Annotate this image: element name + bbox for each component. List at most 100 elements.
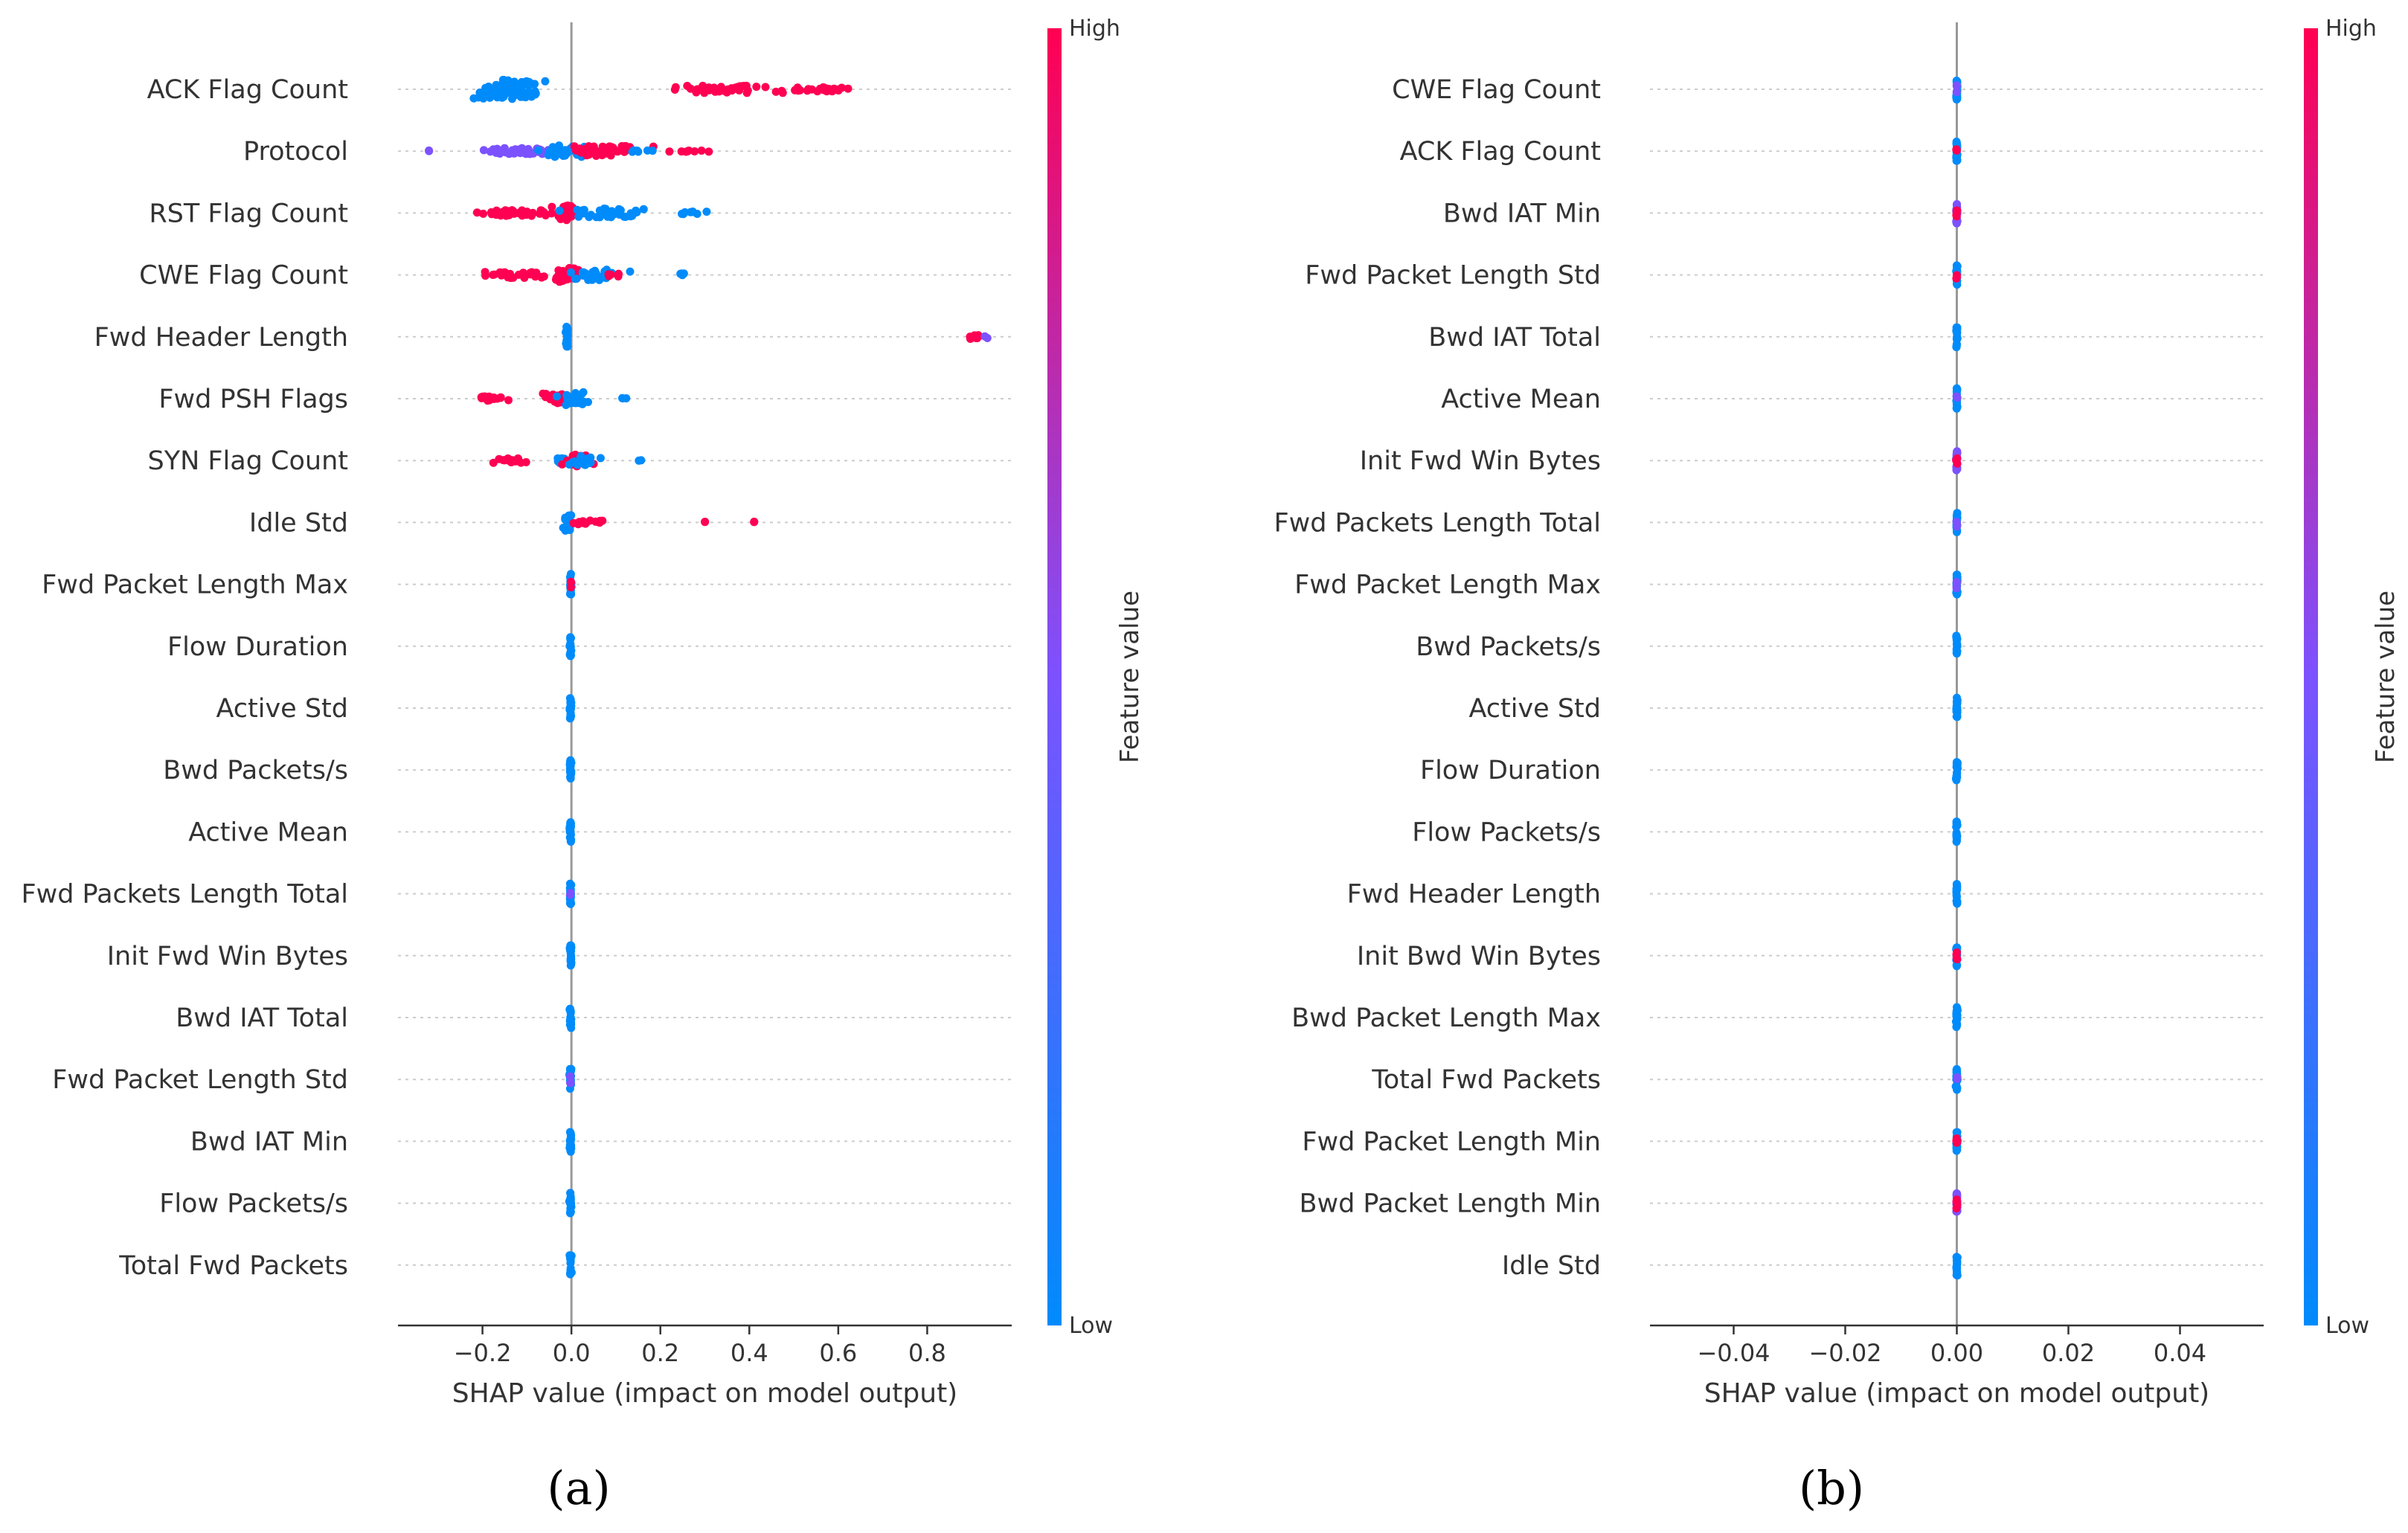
- shap-point: [492, 210, 501, 219]
- shap-point: [489, 271, 498, 279]
- feature-label: Idle Std: [249, 508, 348, 538]
- shap-point: [637, 456, 646, 465]
- feature-label: Fwd Packets Length Total: [1274, 508, 1601, 538]
- shap-point: [562, 392, 571, 401]
- shap-point: [579, 209, 588, 218]
- shap-point: [819, 86, 828, 94]
- shap-point: [1953, 880, 1962, 889]
- shap-point: [566, 633, 575, 642]
- shap-point: [567, 881, 576, 890]
- feature-label: Fwd Packets Length Total: [21, 880, 348, 910]
- x-tick-label: −0.02: [1808, 1339, 1881, 1367]
- shap-point: [1953, 898, 1962, 906]
- shap-point: [511, 145, 520, 154]
- panel-a-feature-labels: ACK Flag Count Protocol RST Flag Count CWE …: [21, 75, 348, 1281]
- shap-point: [518, 210, 527, 219]
- x-tick-label: 0.04: [2154, 1339, 2206, 1367]
- shap-point: [671, 83, 680, 91]
- feature-label: Protocol: [243, 137, 348, 167]
- shap-point: [576, 453, 585, 462]
- shap-point: [704, 147, 713, 156]
- shap-point: [578, 389, 586, 398]
- shap-point: [697, 147, 706, 155]
- shap-point: [566, 1259, 575, 1267]
- shap-point: [499, 92, 508, 101]
- shap-point: [567, 1268, 576, 1277]
- shap-point: [504, 396, 513, 405]
- shap-point: [496, 393, 505, 402]
- shap-point: [582, 454, 591, 463]
- x-tick-label: 0.4: [731, 1339, 768, 1367]
- shap-point: [1952, 218, 1961, 227]
- shap-point: [547, 209, 556, 218]
- panel-b-points: [1951, 77, 1962, 1280]
- shap-point: [528, 208, 537, 217]
- shap-point: [983, 334, 992, 342]
- shap-point: [479, 94, 488, 103]
- shap-point: [579, 397, 588, 406]
- shap-point: [966, 335, 975, 343]
- x-tick-label: −0.04: [1697, 1339, 1770, 1367]
- shap-point: [777, 86, 786, 95]
- shap-point: [614, 270, 623, 279]
- shap-point: [622, 394, 631, 402]
- panel-a-colorbar-low-label: Low: [1069, 1313, 1113, 1339]
- x-tick-label: 0.8: [908, 1339, 946, 1367]
- feature-label: Bwd Packet Length Max: [1291, 1003, 1601, 1033]
- panel-b-x-ticks: −0.04 −0.02 0.00 0.02 0.04: [1697, 1325, 2206, 1367]
- feature-label: ACK Flag Count: [1400, 137, 1601, 167]
- feature-label: Fwd Packet Length Std: [52, 1065, 348, 1095]
- shap-point: [472, 208, 481, 217]
- shap-point: [803, 86, 812, 95]
- shap-point: [566, 652, 575, 661]
- shap-point: [548, 143, 557, 152]
- shap-point: [590, 147, 598, 156]
- shap-point: [1952, 1138, 1961, 1147]
- x-tick-label: 0.00: [1930, 1339, 1983, 1367]
- shap-point: [488, 84, 497, 93]
- panel-b-colorbar-title: Feature value: [2371, 591, 2401, 763]
- shap-point: [1953, 821, 1962, 829]
- feature-label: Active Std: [216, 694, 348, 724]
- shap-point: [553, 392, 562, 401]
- shap-point: [1952, 392, 1961, 401]
- x-tick-label: 0.2: [641, 1339, 679, 1367]
- shap-point: [571, 389, 580, 397]
- shap-point: [565, 512, 574, 521]
- shap-point: [1953, 768, 1962, 777]
- shap-point: [565, 1005, 574, 1014]
- shap-point: [716, 83, 725, 91]
- shap-point: [531, 89, 540, 98]
- shap-point: [678, 271, 687, 280]
- shap-point: [677, 147, 686, 156]
- shap-point: [507, 209, 516, 218]
- shap-point: [604, 270, 613, 279]
- shap-point: [603, 210, 611, 219]
- shap-point: [1953, 693, 1961, 702]
- shap-point: [742, 89, 751, 97]
- shap-point: [595, 206, 604, 215]
- feature-label: Bwd Packets/s: [163, 756, 348, 785]
- shap-point: [1952, 1204, 1961, 1212]
- shap-point: [562, 326, 571, 335]
- shap-point: [566, 1072, 574, 1081]
- shap-point: [750, 518, 759, 527]
- shap-point: [563, 523, 572, 532]
- shap-point: [621, 147, 630, 155]
- feature-label: Init Fwd Win Bytes: [1360, 446, 1601, 476]
- shap-point: [559, 152, 568, 160]
- shap-point: [742, 81, 751, 90]
- shap-point: [665, 147, 674, 156]
- shap-point: [562, 401, 571, 409]
- shap-point: [616, 206, 625, 215]
- shap-point: [497, 271, 506, 280]
- shap-point: [761, 83, 770, 91]
- shap-point: [479, 209, 488, 218]
- shap-point: [1952, 465, 1961, 474]
- shap-point: [524, 82, 533, 90]
- shap-point: [626, 212, 635, 221]
- shap-point: [575, 518, 584, 527]
- shap-point: [498, 208, 507, 216]
- shap-point: [579, 269, 588, 277]
